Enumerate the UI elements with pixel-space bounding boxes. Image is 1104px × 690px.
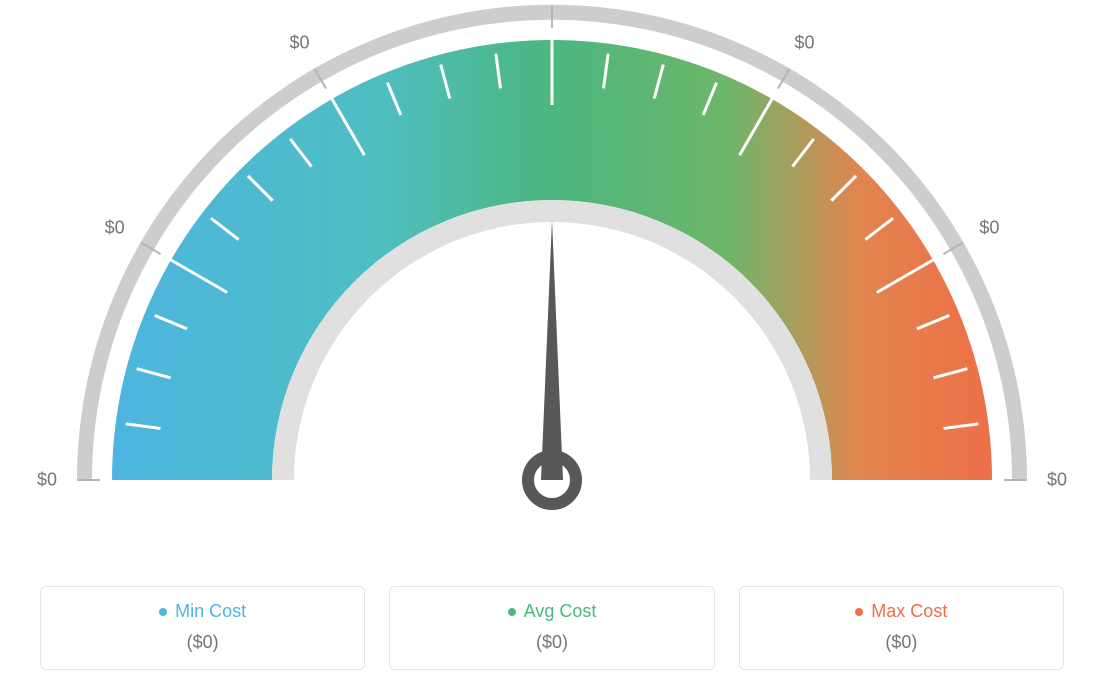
legend-card-avg: Avg Cost ($0) [389,586,714,670]
legend-card-max: Max Cost ($0) [739,586,1064,670]
legend-label: Avg Cost [524,601,597,622]
legend-card-min: Min Cost ($0) [40,586,365,670]
gauge-tick-label: $0 [105,217,125,238]
gauge-tick-label: $0 [289,32,309,53]
legend-dot-icon [855,608,863,616]
legend-value-avg: ($0) [408,632,695,653]
legend-title-max: Max Cost [855,601,947,622]
legend-dot-icon [508,608,516,616]
legend-value-max: ($0) [758,632,1045,653]
gauge-tick-label: $0 [37,470,57,491]
legend-row: Min Cost ($0) Avg Cost ($0) Max Cost ($0… [0,586,1104,670]
legend-label: Max Cost [871,601,947,622]
gauge-chart [0,0,1104,560]
gauge-tick-label: $0 [1047,470,1067,491]
legend-dot-icon [159,608,167,616]
legend-title-avg: Avg Cost [508,601,597,622]
gauge-area: $0$0$0$0$0$0$0 [0,0,1104,560]
gauge-tick-label: $0 [979,217,999,238]
legend-value-min: ($0) [59,632,346,653]
gauge-cost-widget: $0$0$0$0$0$0$0 Min Cost ($0) Avg Cost ($… [0,0,1104,690]
gauge-tick-label: $0 [794,32,814,53]
legend-label: Min Cost [175,601,246,622]
legend-title-min: Min Cost [159,601,246,622]
